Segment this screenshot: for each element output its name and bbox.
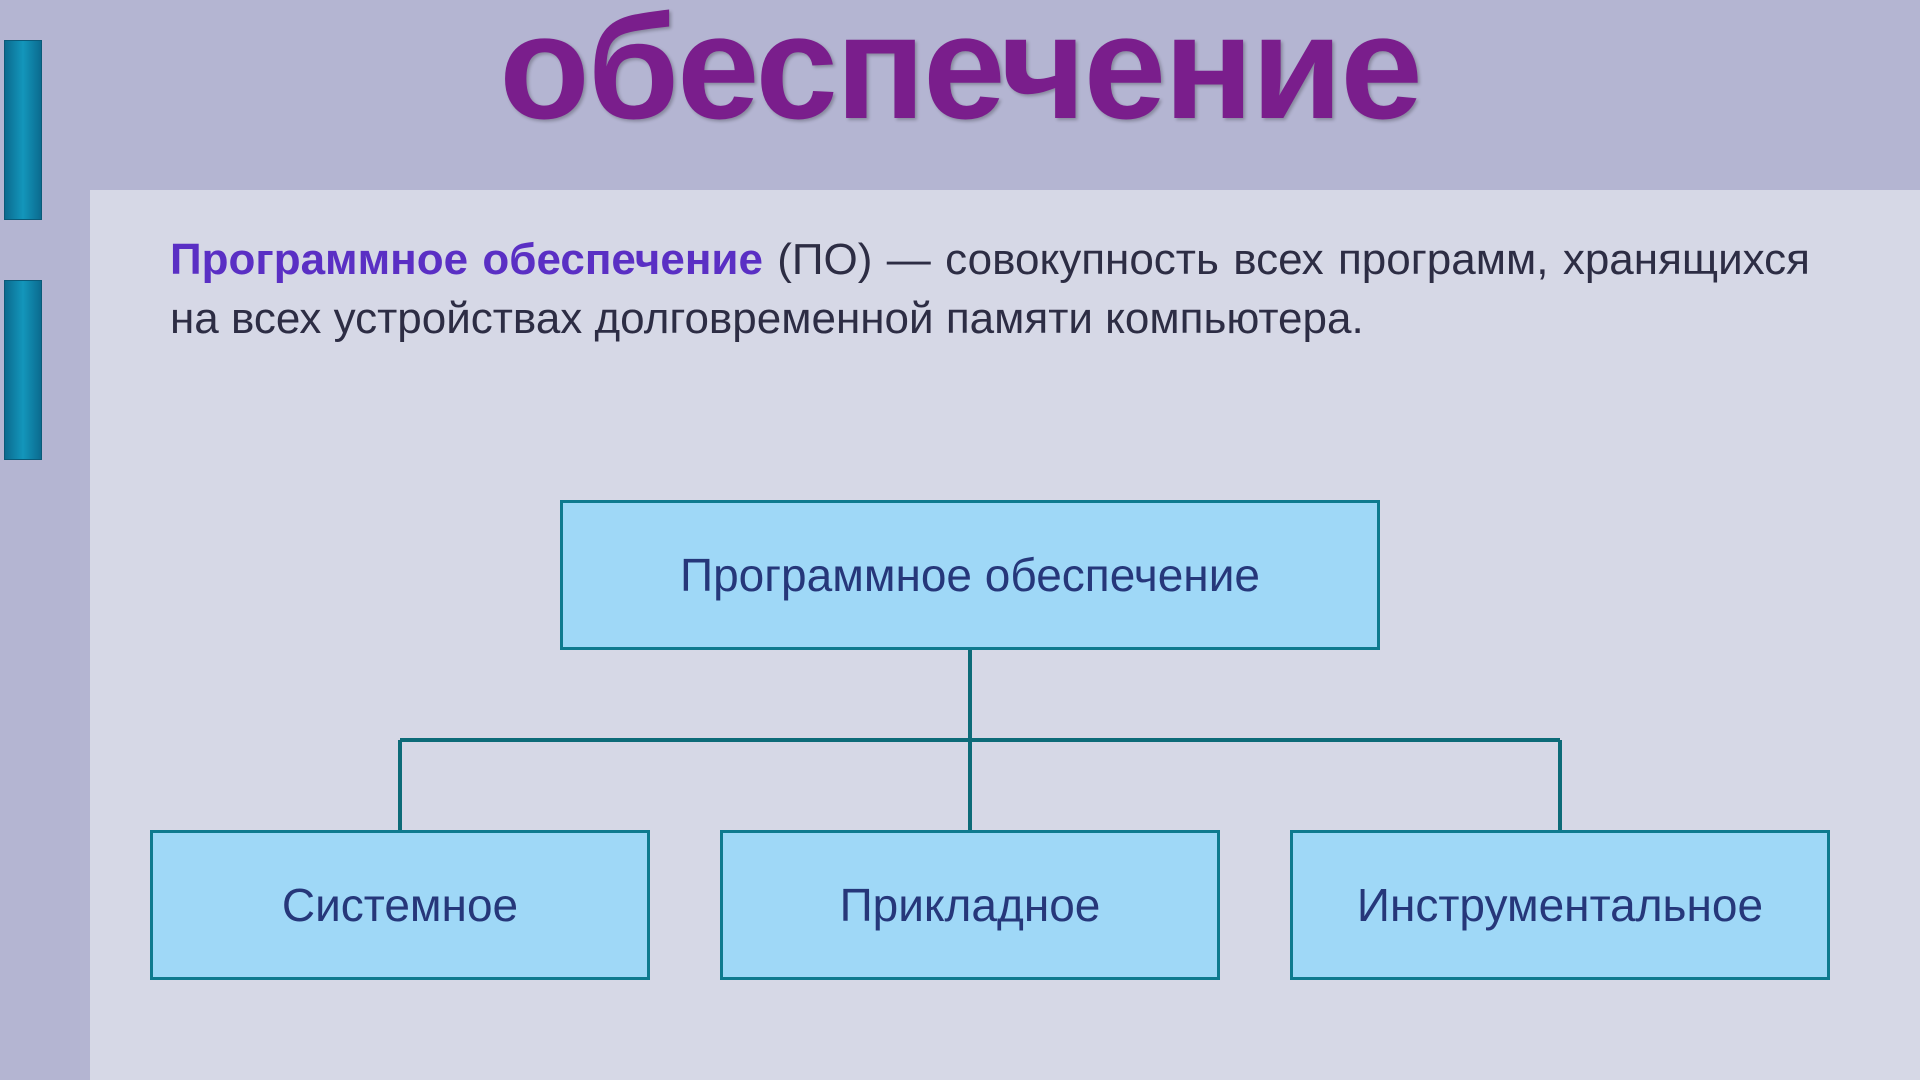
child-node-0: Системное [150,830,650,980]
slide-title: обеспечение [0,0,1920,145]
definition-term: Программное обеспечение [170,235,763,284]
child-node-2: Инструментальное [1290,830,1830,980]
root-node: Программное обеспечение [560,500,1380,650]
left-accent-bar [4,280,42,460]
hierarchy-diagram: Программное обеспечение Системное Прикладн… [90,500,1920,1080]
definition-paragraph: Программное обеспечение (ПО) — совокупно… [170,230,1810,349]
child-node-1: Прикладное [720,830,1220,980]
